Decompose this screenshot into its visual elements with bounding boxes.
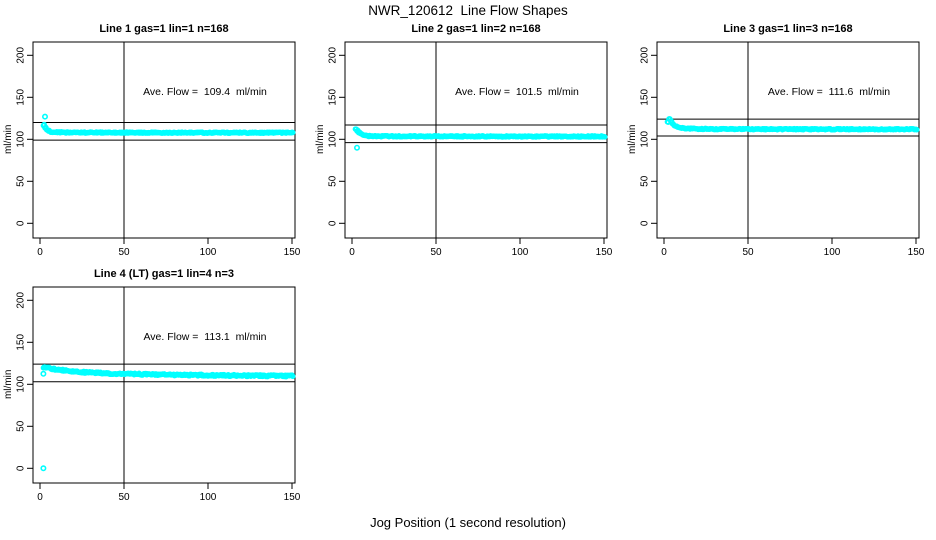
subplot-title: Line 4 (LT) gas=1 lin=4 n=3: [93, 268, 235, 280]
x-axis-label: Jog Position (1 second resolution): [370, 515, 566, 530]
y-tick-label: 50: [328, 175, 339, 187]
y-tick-label: 150: [640, 89, 651, 106]
y-axis-title: ml/min: [3, 370, 14, 399]
y-tick-label: 50: [16, 175, 27, 187]
x-tick-label: 150: [284, 492, 301, 503]
ave-flow-annotation: Ave. Flow = 113.1 ml/min: [143, 331, 267, 343]
plot-box: [344, 41, 608, 239]
x-tick-label: 50: [742, 247, 754, 258]
y-axis-title: ml/min: [627, 125, 638, 154]
subplot-title: Line 1 gas=1 lin=1 n=168: [99, 23, 229, 35]
data-point: [290, 129, 296, 136]
y-tick-label: 100: [640, 131, 651, 148]
data-point: [914, 126, 920, 133]
y-tick-label: 200: [640, 47, 651, 64]
x-tick-label: 100: [512, 247, 529, 258]
plot-box: [32, 286, 296, 484]
y-tick-label: 200: [328, 47, 339, 64]
plot-area: 0 50 100 150 200 0 50 100 150 ml/min: [627, 41, 925, 258]
data-points: [40, 121, 296, 137]
subplot-line-2: Line 2 gas=1 lin=2 n=168 Ave. Flow = 101…: [312, 18, 624, 270]
data-point: [290, 373, 296, 380]
plot-area: 0 50 100 150 200 0 50 100 150 ml/min: [315, 41, 613, 258]
y-axis-title: ml/min: [3, 125, 14, 154]
outlier-point: [40, 370, 47, 377]
x-tick-label: 150: [908, 247, 925, 258]
plot-box: [656, 41, 920, 239]
data-points: [664, 116, 920, 133]
x-tick-label: 0: [37, 492, 43, 503]
figure-title: NWR_120612 Line Flow Shapes: [368, 3, 568, 18]
subplot-line-1: Line 1 gas=1 lin=1 n=168 Ave. Flow = 109…: [0, 18, 312, 270]
x-tick-label: 50: [118, 492, 130, 503]
x-tick-label: 50: [430, 247, 442, 258]
y-tick-label: 100: [16, 376, 27, 393]
y-tick-label: 200: [16, 292, 27, 309]
ave-flow-annotation: Ave. Flow = 109.4 ml/min: [143, 86, 267, 98]
subplot-line-3: Line 3 gas=1 lin=3 n=168 Ave. Flow = 111…: [624, 18, 936, 270]
ave-flow-annotation: Ave. Flow = 111.6 ml/min: [767, 86, 891, 98]
y-tick-label: 150: [328, 89, 339, 106]
y-tick-label: 200: [16, 47, 27, 64]
outlier-point: [40, 465, 47, 472]
y-tick-label: 0: [328, 220, 339, 226]
x-tick-label: 100: [200, 247, 217, 258]
x-tick-label: 100: [200, 492, 217, 503]
y-axis-title: ml/min: [315, 125, 326, 154]
plot-area: 0 50 100 150 200 0 50 100 150 ml/min: [3, 286, 301, 503]
ave-flow-annotation: Ave. Flow = 101.5 ml/min: [455, 86, 579, 98]
y-tick-label: 150: [16, 89, 27, 106]
data-point: [602, 134, 608, 140]
y-tick-label: 0: [16, 465, 27, 471]
outlier-point: [353, 144, 360, 151]
outlier-point: [41, 113, 48, 120]
plot-area: 0 50 100 150 200 0 50 100 150 ml/min: [3, 41, 301, 258]
subplot-title: Line 2 gas=1 lin=2 n=168: [411, 23, 541, 35]
subplot-title: Line 3 gas=1 lin=3 n=168: [723, 23, 853, 35]
x-tick-label: 150: [284, 247, 301, 258]
data-points: [352, 126, 608, 140]
y-tick-label: 50: [640, 175, 651, 187]
subplot-line-4: Line 4 (LT) gas=1 lin=4 n=3 Ave. Flow = …: [0, 263, 312, 515]
y-tick-label: 0: [16, 220, 27, 226]
y-tick-label: 50: [16, 420, 27, 432]
y-tick-label: 150: [16, 334, 27, 351]
x-tick-label: 0: [661, 247, 667, 258]
x-tick-label: 100: [824, 247, 841, 258]
data-points: [40, 364, 296, 380]
x-tick-label: 50: [118, 247, 130, 258]
x-tick-label: 0: [37, 247, 43, 258]
x-tick-label: 150: [596, 247, 613, 258]
y-tick-label: 0: [640, 220, 651, 226]
x-tick-label: 0: [349, 247, 355, 258]
y-tick-label: 100: [328, 131, 339, 148]
y-tick-label: 100: [16, 131, 27, 148]
